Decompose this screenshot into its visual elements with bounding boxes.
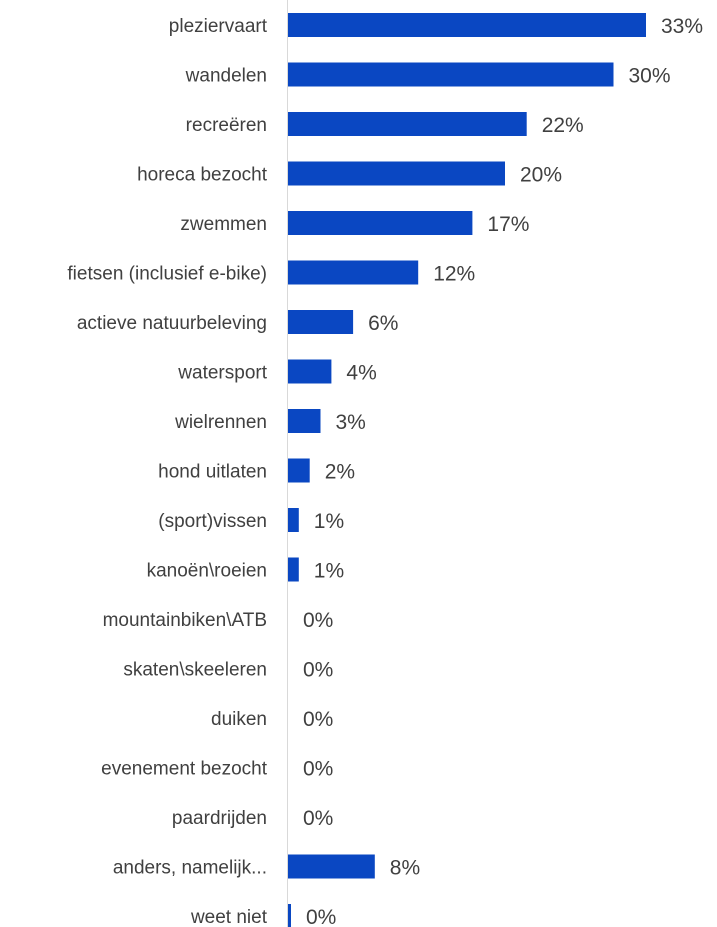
value-label: 0% xyxy=(303,659,333,682)
category-label: watersport xyxy=(177,363,267,384)
category-label: weet niet xyxy=(190,907,268,927)
category-label: mountainbiken\ATB xyxy=(103,610,267,631)
bar xyxy=(288,211,473,235)
value-label: 30% xyxy=(629,65,671,88)
value-label: 0% xyxy=(303,807,333,830)
value-label: 2% xyxy=(325,461,355,484)
value-label: 1% xyxy=(314,560,344,583)
category-label: pleziervaart xyxy=(169,16,268,37)
bar xyxy=(288,409,321,433)
category-label: kanoën\roeien xyxy=(147,561,267,582)
category-label: skaten\skeeleren xyxy=(123,660,267,681)
bar xyxy=(288,854,375,879)
value-label: 20% xyxy=(520,164,562,187)
value-label: 0% xyxy=(303,609,333,632)
bar xyxy=(288,508,299,532)
bar xyxy=(288,310,354,334)
category-label: recreëren xyxy=(186,115,267,136)
value-label: 17% xyxy=(487,213,529,236)
value-labels-group: 33% 30% 22% 20% 17% 12% 6% 4% 3% 2% 1% 1% 0% 0% 0% 0% 0%… xyxy=(303,15,703,927)
bar xyxy=(288,359,332,384)
value-label: 22% xyxy=(542,114,584,137)
bar xyxy=(288,161,505,186)
category-label: hond uitlaten xyxy=(158,462,267,483)
bar xyxy=(288,557,299,582)
value-label: 0% xyxy=(306,906,336,927)
value-label: 8% xyxy=(390,857,420,880)
category-label: evenement bezocht xyxy=(101,759,268,780)
value-label: 0% xyxy=(303,758,333,781)
category-labels-group: pleziervaart wandelen recreëren horeca bezo… xyxy=(67,16,267,927)
category-label: wandelen xyxy=(185,66,267,87)
value-label: 33% xyxy=(661,15,703,38)
category-label: (sport)vissen xyxy=(158,511,267,532)
value-label: 0% xyxy=(303,708,333,731)
value-label: 4% xyxy=(346,362,376,385)
category-label: horeca bezocht xyxy=(137,165,268,186)
category-label: paardrijden xyxy=(172,808,267,829)
bar xyxy=(288,62,614,87)
bar xyxy=(288,112,527,136)
category-label: wielrennen xyxy=(174,412,267,433)
value-label: 12% xyxy=(433,263,475,286)
value-label: 3% xyxy=(336,411,366,434)
value-label: 1% xyxy=(314,510,344,533)
bar xyxy=(288,904,291,927)
category-label: zwemmen xyxy=(180,214,267,235)
bars-group xyxy=(288,13,646,927)
category-label: actieve natuurbeleving xyxy=(77,313,267,334)
value-label: 6% xyxy=(368,312,398,335)
category-label: duiken xyxy=(211,709,267,730)
bar xyxy=(288,13,646,37)
category-label: anders, namelijk... xyxy=(113,858,267,879)
bar xyxy=(288,260,419,285)
bar xyxy=(288,458,310,483)
category-label: fietsen (inclusief e-bike) xyxy=(67,264,267,285)
